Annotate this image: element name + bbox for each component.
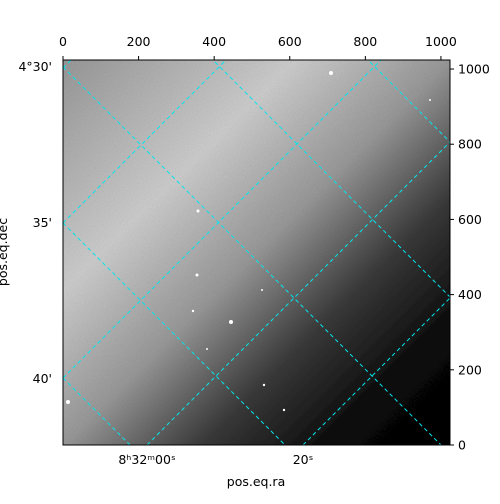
x-tick-label: 600	[278, 34, 302, 49]
sky-image	[63, 60, 450, 445]
x-tick-label: 800	[353, 34, 377, 49]
y-axis-label: pos.eq.dec	[0, 218, 10, 286]
frame	[62, 59, 451, 446]
stars	[66, 71, 431, 412]
y-tick-label: 200	[458, 362, 482, 377]
ra-tick-label: 20ˢ	[293, 452, 314, 467]
y-tick-label: 0	[458, 438, 466, 453]
dec-tick-label: 35'	[33, 215, 52, 230]
y-tick-label: 800	[458, 137, 482, 152]
x-tick-label: 1000	[425, 34, 457, 49]
x-tick-label: 400	[202, 34, 226, 49]
y-tick-label: 1000	[458, 62, 490, 77]
x-axis-label: pos.eq.ra	[227, 474, 285, 489]
ra-tick-label: 8ʰ32ᵐ00ˢ	[118, 452, 175, 467]
x-tick-label: 0	[59, 34, 67, 49]
x-tick-label: 200	[127, 34, 151, 49]
y-tick-label: 600	[458, 212, 482, 227]
y-tick-label: 400	[458, 287, 482, 302]
dec-tick-label: 4°30'	[18, 59, 52, 74]
image	[63, 60, 450, 445]
coordinate-grid	[63, 60, 450, 445]
dec-tick-label: 40'	[33, 371, 52, 386]
